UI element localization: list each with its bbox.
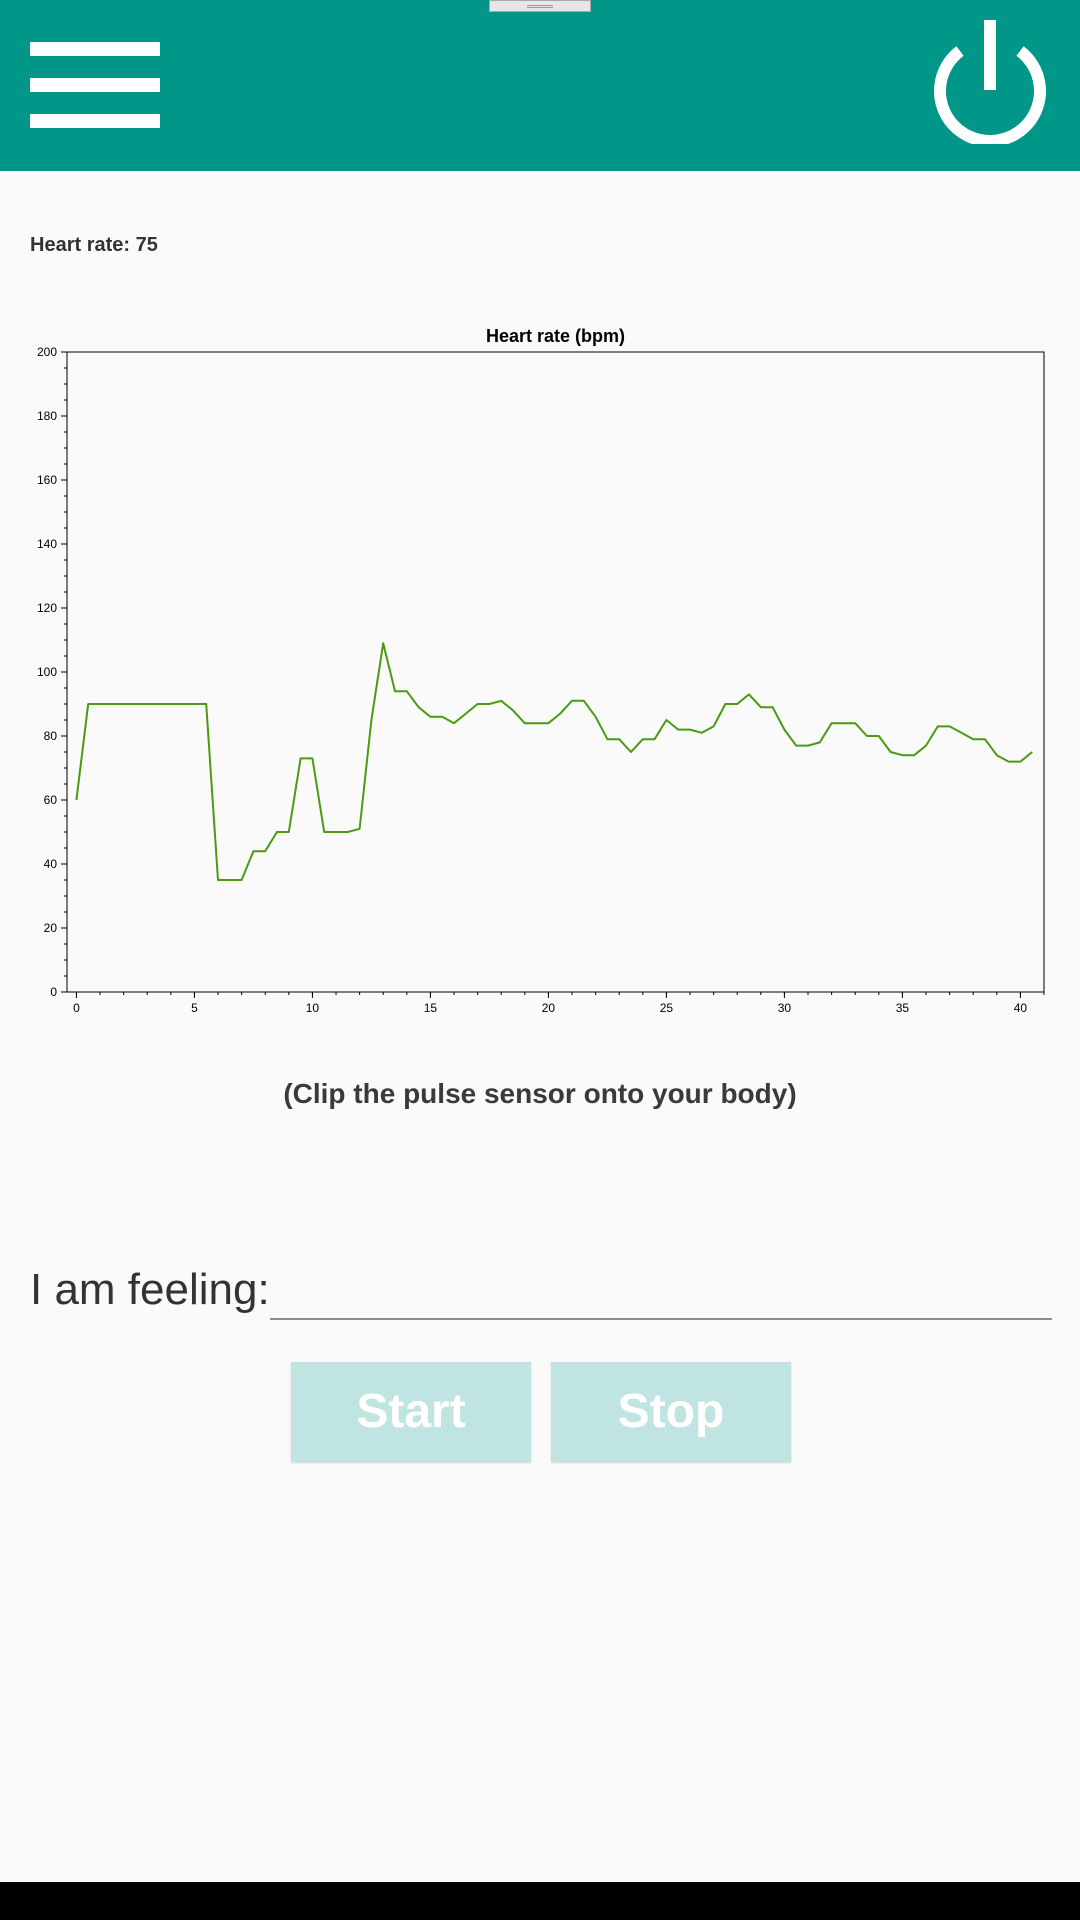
feeling-label: I am feeling:: [30, 1265, 270, 1314]
hamburger-menu-icon[interactable]: [30, 40, 160, 130]
x-tick-label: 15: [424, 1001, 438, 1015]
menu-bar-line: [30, 42, 160, 56]
app-bar: [0, 0, 1080, 171]
x-tick-label: 25: [660, 1001, 674, 1015]
y-tick-label: 120: [37, 601, 57, 615]
y-tick-label: 60: [44, 793, 58, 807]
plot-frame: [66, 351, 1045, 993]
x-tick-label: 40: [1014, 1001, 1028, 1015]
heart-rate-readout: Heart rate: 75: [30, 234, 158, 257]
menu-bar-line: [30, 78, 160, 92]
y-tick-label: 80: [44, 729, 58, 743]
y-tick-label: 20: [44, 921, 58, 935]
y-tick-label: 40: [44, 857, 58, 871]
feeling-input[interactable]: [270, 1270, 1052, 1320]
x-tick-label: 0: [73, 1001, 80, 1015]
y-tick-label: 140: [37, 537, 57, 551]
y-tick-label: 180: [37, 409, 57, 423]
system-nav-bar: [0, 1882, 1080, 1920]
start-button[interactable]: Start: [291, 1362, 531, 1462]
y-tick-label: 200: [37, 345, 57, 359]
x-tick-label: 5: [191, 1001, 198, 1015]
chart-title: Heart rate (bpm): [486, 326, 625, 346]
y-tick-label: 0: [50, 985, 57, 999]
chart-svg: Heart rate (bpm)020406080100120140160180…: [37, 326, 1045, 1015]
stop-button[interactable]: Stop: [551, 1362, 791, 1462]
y-tick-label: 160: [37, 473, 57, 487]
menu-bar-line: [30, 114, 160, 128]
x-tick-label: 35: [896, 1001, 910, 1015]
x-tick-label: 20: [542, 1001, 556, 1015]
heart-rate-label: Heart rate:: [30, 234, 131, 256]
heart-rate-chart: Heart rate (bpm) 0 20 40 60 80 100 120 140 160 180…: [0, 318, 1080, 1028]
drag-handle[interactable]: [489, 0, 591, 12]
sensor-hint: (Clip the pulse sensor onto your body): [283, 1078, 797, 1109]
y-tick-label: 100: [37, 665, 57, 679]
x-tick-label: 30: [778, 1001, 792, 1015]
power-icon[interactable]: [930, 18, 1050, 147]
heart-rate-value: 75: [135, 234, 158, 256]
heart-rate-series-line: [75, 642, 1033, 881]
x-tick-label: 10: [306, 1001, 320, 1015]
